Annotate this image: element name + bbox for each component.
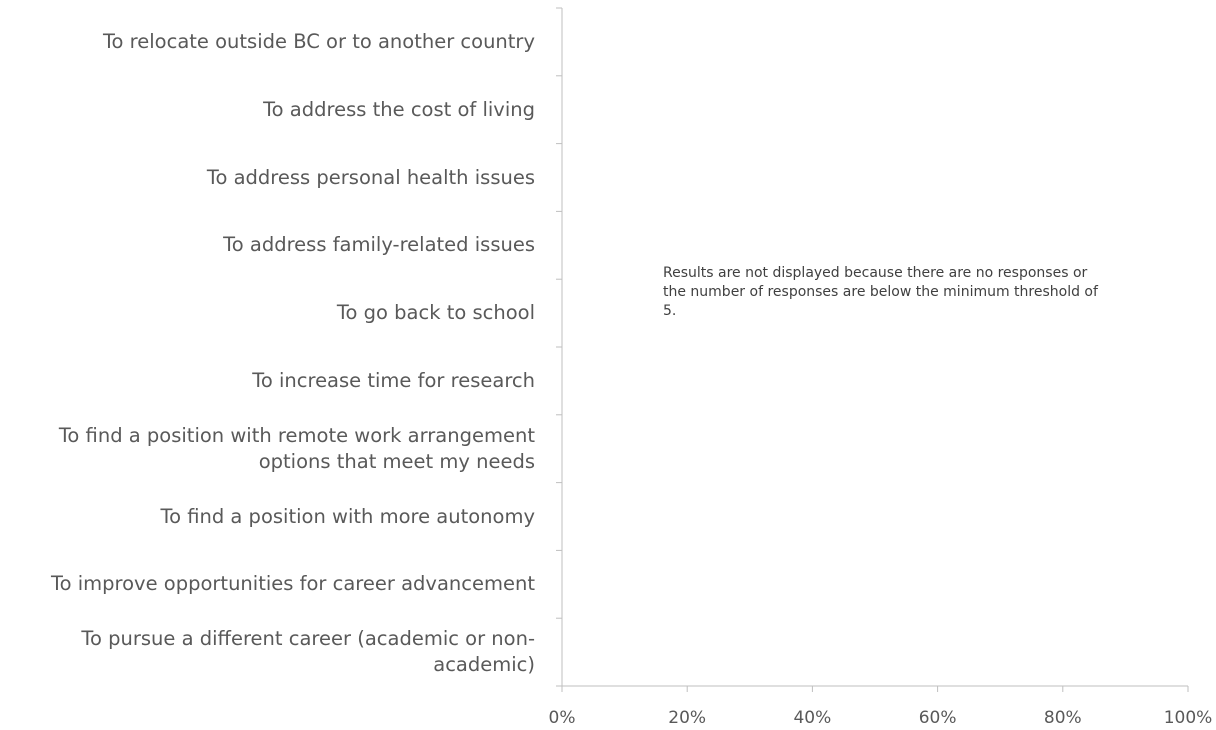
x-tick-label: 80% [1043, 708, 1082, 728]
y-tick-label: To improve opportunities for career adva… [51, 572, 535, 596]
x-tick-label: 60% [918, 708, 957, 728]
y-tick-label: To pursue a different career (academic o… [81, 627, 535, 677]
y-tick-label: To address family-related issues [223, 233, 535, 257]
x-tick-label: 20% [668, 708, 707, 728]
y-tick-label: To find a position with remote work arra… [58, 423, 535, 473]
y-tick-label: To find a position with more autonomy [160, 504, 535, 528]
y-tick-label: To address personal health issues [206, 165, 535, 189]
y-tick-label: To go back to school [336, 301, 535, 325]
x-tick-label: 100% [1163, 708, 1213, 728]
y-tick-label: To relocate outside BC or to another cou… [102, 29, 535, 53]
annotation: Results are not displayed because there … [663, 265, 1098, 319]
x-tick-label: 0% [548, 708, 576, 728]
y-tick-label: To address the cost of living [263, 97, 535, 121]
x-tick-label: 40% [793, 708, 832, 728]
y-tick-label: To increase time for research [252, 368, 535, 392]
